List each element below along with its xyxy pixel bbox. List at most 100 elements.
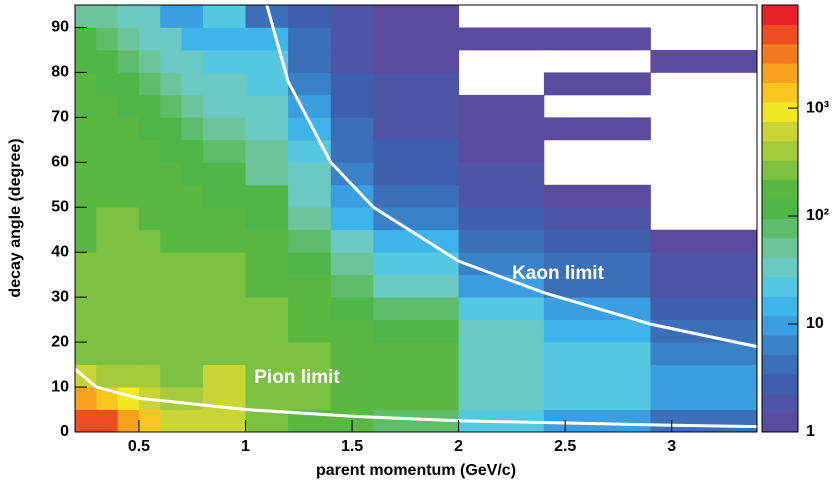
colorbar-band [762, 199, 798, 219]
heatmap-cell [245, 162, 289, 186]
heatmap-cell [373, 252, 460, 276]
heatmap-cell [160, 319, 182, 343]
heatmap-cell [202, 162, 246, 186]
heatmap-cell [245, 117, 289, 141]
heatmap-cell [75, 139, 97, 163]
heatmap-cell [245, 229, 289, 253]
heatmap-cell [75, 207, 97, 231]
heatmap-cell [373, 139, 460, 163]
heatmap-cell [160, 409, 182, 433]
heatmap-cell [373, 409, 460, 433]
heatmap-cell [181, 117, 204, 141]
heatmap-cell [330, 207, 374, 231]
heatmap-cell [288, 184, 332, 208]
x-axis-title: parent momentum (GeV/c) [316, 462, 516, 479]
heatmap-cell [458, 319, 545, 343]
heatmap-cell [117, 49, 140, 73]
heatmap-cell [117, 207, 140, 231]
heatmap-cell [75, 274, 97, 298]
heatmap-cell [117, 342, 140, 365]
heatmap-cell [181, 5, 204, 28]
heatmap-cell [160, 162, 182, 186]
heatmap-cell [75, 27, 97, 51]
x-tick-label: 0.5 [128, 438, 150, 455]
heatmap-cell [181, 387, 204, 410]
heatmap-cell [117, 72, 140, 96]
heatmap-cell [245, 387, 289, 410]
heatmap-cell [543, 117, 651, 141]
heatmap-cell [117, 297, 140, 321]
colorbar-tick-label: 10² [806, 207, 829, 224]
heatmap-cell [181, 49, 204, 73]
heatmap-cell [96, 117, 119, 141]
heatmap-cell [96, 274, 119, 298]
heatmap-cell [160, 49, 182, 73]
heatmap-cell [75, 387, 97, 410]
colorbar-band [762, 179, 798, 200]
heatmap-cell [330, 387, 374, 410]
heatmap-cell [96, 252, 119, 276]
heatmap-cell [330, 252, 374, 276]
heatmap-cell [160, 229, 182, 253]
heatmap-cell [202, 117, 246, 141]
heatmap-cell [160, 94, 182, 118]
heatmap-cell [160, 387, 182, 410]
heatmap-cell [117, 27, 140, 51]
heatmap-cell [75, 5, 97, 28]
heatmap-cell [181, 274, 204, 298]
heatmap-cell [138, 319, 161, 343]
heatmap-cell [650, 387, 758, 410]
heatmap-cell [288, 364, 332, 388]
heatmap-cell [288, 207, 332, 231]
heatmap-cell [117, 319, 140, 343]
heatmap-cell [458, 297, 545, 321]
heatmap-cell [160, 207, 182, 231]
heatmap-cell [138, 207, 161, 231]
heatmap-cell [650, 409, 758, 433]
heatmap-cell [75, 229, 97, 253]
heatmap-cell [245, 364, 289, 388]
heatmap-cell [202, 387, 246, 410]
heatmap-cell [75, 162, 97, 186]
heatmap-cell [181, 252, 204, 276]
colorbar-band [762, 140, 798, 161]
heatmap-cell [288, 72, 332, 96]
heatmap-cell [330, 49, 374, 73]
heatmap-cell [202, 229, 246, 253]
heatmap-cell [202, 184, 246, 208]
heatmap-cell [138, 5, 161, 28]
heatmap-cell [458, 139, 545, 163]
curve-label: Kaon limit [512, 263, 605, 284]
heatmap-cell [138, 27, 161, 51]
heatmap-cell [650, 297, 758, 321]
heatmap-cell [458, 342, 545, 365]
heatmap-cell [543, 387, 651, 410]
heatmap-cell [181, 162, 204, 186]
colorbar-frame [761, 4, 799, 433]
heatmap-cell [181, 72, 204, 96]
heatmap-cell [181, 94, 204, 118]
heatmap-cell [330, 364, 374, 388]
heatmap-cell [96, 409, 119, 433]
heatmap-cell [458, 207, 545, 231]
heatmap-cell [160, 297, 182, 321]
heatmap-cell [117, 229, 140, 253]
heatmap-cell [202, 5, 246, 28]
limit-curve [74, 367, 758, 429]
heatmap-cell [138, 49, 161, 73]
heatmap-cell [458, 364, 545, 388]
heatmap-cell [181, 207, 204, 231]
heatmap-cell [117, 139, 140, 163]
heatmap-cell [288, 274, 332, 298]
colorbar-band [762, 276, 798, 297]
heatmap-cell [650, 49, 758, 73]
heatmap-cell [160, 342, 182, 365]
colorbar-band [762, 160, 798, 181]
heatmap-cell [245, 274, 289, 298]
heatmap-cell [160, 274, 182, 298]
heatmap-cell [288, 297, 332, 321]
heatmap-cell [202, 252, 246, 276]
heatmap-cell [288, 5, 332, 28]
heatmap-cell [117, 5, 140, 28]
